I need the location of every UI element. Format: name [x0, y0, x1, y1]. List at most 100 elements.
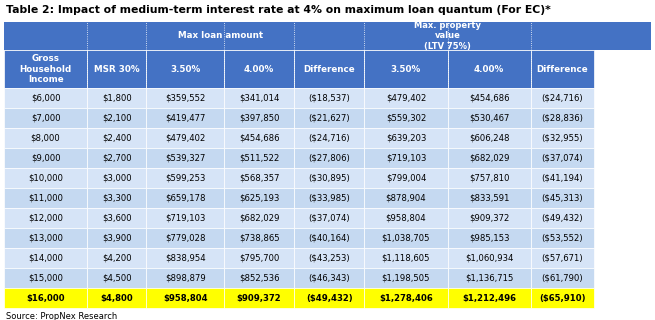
Text: ($53,552): ($53,552) [542, 234, 584, 243]
Bar [294, 208, 364, 228]
Text: $479,402: $479,402 [386, 93, 426, 102]
Text: $397,850: $397,850 [239, 114, 279, 123]
Bar [4, 128, 87, 148]
Bar [224, 228, 294, 248]
Bar [146, 50, 224, 88]
Text: $639,203: $639,203 [386, 133, 426, 142]
Bar [87, 188, 146, 208]
Bar [531, 88, 594, 108]
Bar [364, 228, 447, 248]
Text: 3.50%: 3.50% [391, 65, 421, 74]
Text: $2,400: $2,400 [102, 133, 132, 142]
Bar [4, 88, 87, 108]
Text: $359,552: $359,552 [165, 93, 206, 102]
Text: $1,038,705: $1,038,705 [382, 234, 430, 243]
Bar [146, 88, 224, 108]
Text: $419,477: $419,477 [165, 114, 206, 123]
Text: $898,879: $898,879 [165, 274, 206, 283]
Text: $599,253: $599,253 [165, 173, 206, 182]
Bar [364, 88, 447, 108]
Bar [447, 148, 531, 168]
Bar [531, 248, 594, 268]
Text: ($49,432): ($49,432) [542, 213, 584, 222]
Bar [364, 188, 447, 208]
Bar [146, 248, 224, 268]
Text: $341,014: $341,014 [239, 93, 279, 102]
Bar [224, 108, 294, 128]
Text: Source: PropNex Research: Source: PropNex Research [6, 312, 117, 320]
Bar [146, 168, 224, 188]
Text: $4,200: $4,200 [102, 253, 132, 262]
Text: Difference: Difference [536, 65, 588, 74]
Text: $682,029: $682,029 [469, 154, 510, 163]
Text: $16,000: $16,000 [26, 293, 65, 302]
Text: $12,000: $12,000 [28, 213, 63, 222]
Text: $454,686: $454,686 [469, 93, 510, 102]
Text: $795,700: $795,700 [239, 253, 279, 262]
Bar [4, 208, 87, 228]
Bar [87, 288, 146, 308]
Bar [4, 288, 87, 308]
Bar [294, 50, 364, 88]
Bar [4, 108, 87, 128]
Text: ($61,790): ($61,790) [542, 274, 584, 283]
Text: 4.00%: 4.00% [474, 65, 504, 74]
Bar [447, 88, 531, 108]
Text: $1,136,715: $1,136,715 [465, 274, 514, 283]
Text: $1,278,406: $1,278,406 [379, 293, 433, 302]
Text: $779,028: $779,028 [165, 234, 206, 243]
Text: Table 2: Impact of medium-term interest rate at 4% on maximum loan quantum (For : Table 2: Impact of medium-term interest … [6, 5, 551, 15]
Text: $1,800: $1,800 [102, 93, 132, 102]
Text: 4.00%: 4.00% [244, 65, 274, 74]
Text: $3,600: $3,600 [102, 213, 132, 222]
Text: $539,327: $539,327 [165, 154, 206, 163]
Text: Max loan amount: Max loan amount [178, 31, 263, 41]
Bar [531, 50, 594, 88]
Text: $530,467: $530,467 [469, 114, 510, 123]
Text: ($24,716): ($24,716) [542, 93, 584, 102]
Bar [447, 248, 531, 268]
Bar [4, 22, 651, 50]
Text: $9,000: $9,000 [31, 154, 60, 163]
Bar [146, 188, 224, 208]
Bar [224, 148, 294, 168]
Text: $1,118,605: $1,118,605 [382, 253, 430, 262]
Text: $2,100: $2,100 [102, 114, 132, 123]
Bar [294, 188, 364, 208]
Text: ($32,955): ($32,955) [542, 133, 584, 142]
Text: $909,372: $909,372 [469, 213, 510, 222]
Bar [224, 288, 294, 308]
Bar [531, 228, 594, 248]
Bar [447, 168, 531, 188]
Bar [87, 148, 146, 168]
Bar [294, 268, 364, 288]
Text: $659,178: $659,178 [165, 194, 206, 203]
Text: ($41,194): ($41,194) [542, 173, 584, 182]
Text: ($28,836): ($28,836) [542, 114, 584, 123]
Bar [146, 288, 224, 308]
Text: $799,004: $799,004 [386, 173, 426, 182]
Text: ($33,985): ($33,985) [309, 194, 350, 203]
Bar [87, 108, 146, 128]
Text: 3.50%: 3.50% [170, 65, 200, 74]
Bar [294, 128, 364, 148]
Bar [531, 208, 594, 228]
Bar [294, 228, 364, 248]
Bar [87, 88, 146, 108]
Text: $606,248: $606,248 [469, 133, 510, 142]
Text: ($65,910): ($65,910) [539, 293, 586, 302]
Bar [447, 268, 531, 288]
Bar [87, 50, 146, 88]
Bar [146, 228, 224, 248]
Bar [4, 268, 87, 288]
Text: $738,865: $738,865 [239, 234, 280, 243]
Bar [294, 108, 364, 128]
Text: $1,212,496: $1,212,496 [462, 293, 516, 302]
Text: Max. property
value
(LTV 75%): Max. property value (LTV 75%) [414, 21, 481, 51]
Bar [294, 148, 364, 168]
Bar [531, 288, 594, 308]
Bar [4, 50, 87, 88]
Bar [364, 108, 447, 128]
Bar [87, 248, 146, 268]
Text: ($46,343): ($46,343) [309, 274, 350, 283]
